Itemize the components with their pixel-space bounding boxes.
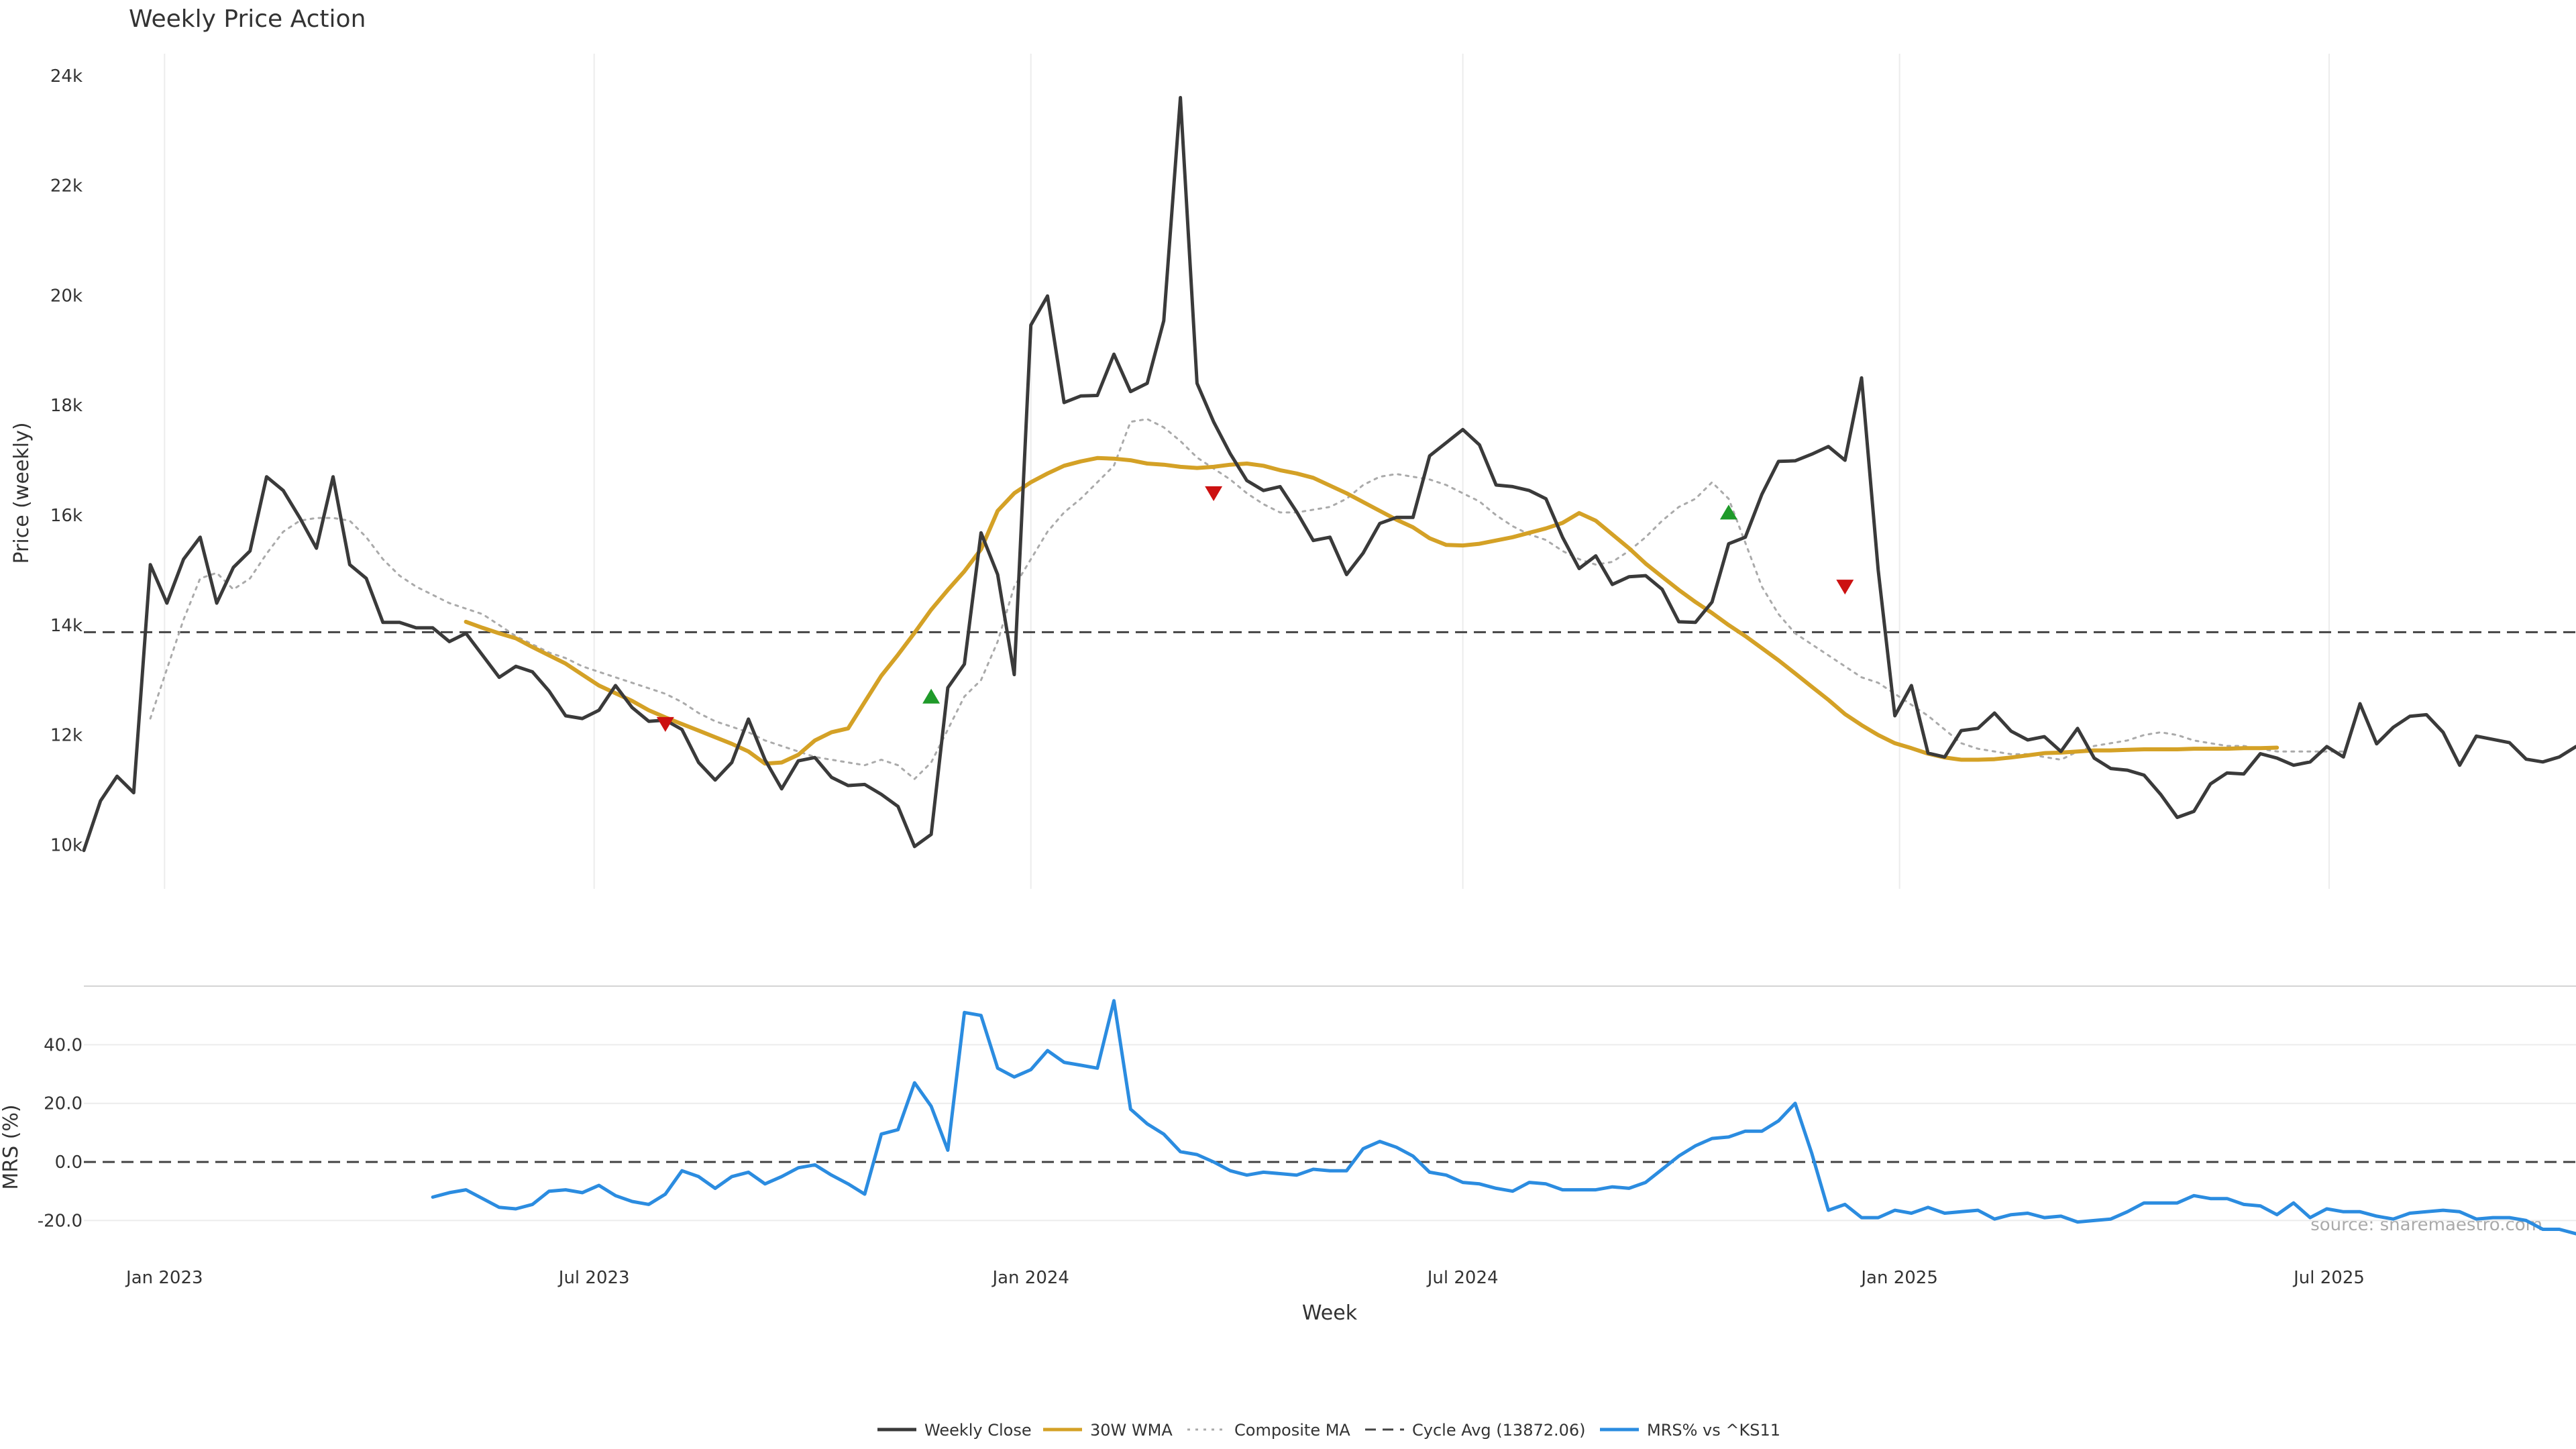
buy-signal-marker bbox=[922, 688, 941, 704]
mrs-y-tick-label: 40.0 bbox=[44, 1035, 83, 1055]
mrs-y-axis-label: MRS (%) bbox=[0, 1104, 23, 1189]
x-ticks: Jan 2023 Jul 2023 Jan 2024 Jul 2024 Jan 2025… bbox=[125, 1268, 2365, 1288]
price-y-tick-label: 14k bbox=[50, 616, 83, 636]
sell-signal-marker bbox=[656, 716, 674, 732]
legend-label: Composite MA bbox=[1234, 1421, 1350, 1440]
chart-title: Weekly Price Action bbox=[129, 5, 366, 33]
weekly-close-line bbox=[82, 96, 2576, 853]
x-tick-label: Jul 2025 bbox=[2292, 1268, 2365, 1288]
sell-signal-marker bbox=[1836, 580, 1854, 595]
mrs-y-tick-label: -20.0 bbox=[38, 1211, 83, 1231]
price-y-tick-label: 16k bbox=[50, 506, 83, 526]
price-grid bbox=[164, 54, 2330, 889]
legend-label: Cycle Avg (13872.06) bbox=[1412, 1421, 1586, 1440]
price-y-axis-label: Price (weekly) bbox=[10, 422, 34, 564]
x-tick-label: Jan 2024 bbox=[991, 1268, 1069, 1288]
mrs-y-tick-label: 20.0 bbox=[44, 1094, 83, 1114]
sell-signal-marker bbox=[1205, 486, 1223, 501]
x-tick-label: Jan 2025 bbox=[1860, 1268, 1938, 1288]
mrs-lines bbox=[84, 999, 2576, 1236]
mrs-y-ticks: -20.0 0.0 20.0 40.0 bbox=[38, 1035, 83, 1231]
price-lines bbox=[82, 96, 2576, 853]
mrs-line bbox=[431, 999, 2576, 1236]
buy-signal-marker bbox=[1719, 504, 1737, 520]
price-y-tick-label: 22k bbox=[50, 176, 83, 197]
price-y-tick-label: 20k bbox=[50, 286, 83, 306]
x-tick-label: Jul 2023 bbox=[557, 1268, 630, 1288]
x-axis-label: Week bbox=[1302, 1301, 1358, 1325]
legend-label: MRS% vs ^KS11 bbox=[1647, 1421, 1780, 1440]
x-tick-label: Jul 2024 bbox=[1426, 1268, 1499, 1288]
legend-label: Weekly Close bbox=[924, 1421, 1032, 1440]
price-y-tick-label: 10k bbox=[50, 835, 83, 855]
price-signals bbox=[656, 486, 1854, 732]
mrs-y-tick-label: 0.0 bbox=[55, 1152, 83, 1173]
wma-30w-line bbox=[464, 455, 2279, 766]
x-tick-label: Jan 2023 bbox=[125, 1268, 203, 1288]
legend-label: 30W WMA bbox=[1090, 1421, 1173, 1440]
mrs-grid bbox=[84, 985, 2576, 1222]
composite-ma-line bbox=[149, 418, 2345, 780]
price-y-tick-label: 18k bbox=[50, 396, 83, 416]
price-y-tick-label: 12k bbox=[50, 726, 83, 746]
price-y-ticks: 10k 12k 14k 16k 18k 20k 22k 24k bbox=[50, 66, 83, 856]
price-y-tick-label: 24k bbox=[50, 66, 83, 87]
legend: Weekly Close 30W WMA Composite MA Cycle Avg… bbox=[877, 1421, 1780, 1440]
